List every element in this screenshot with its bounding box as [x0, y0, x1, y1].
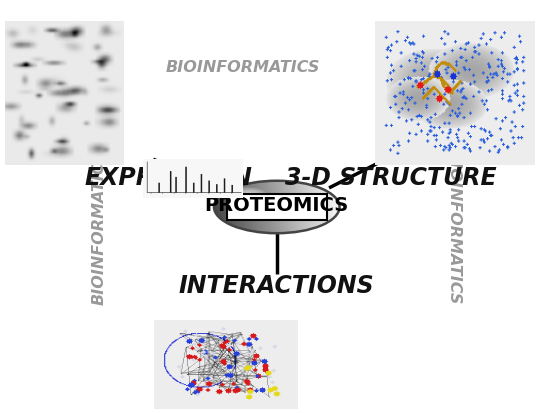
Text: INTERACTIONS: INTERACTIONS: [179, 275, 375, 299]
Text: BIOINFORMATICS: BIOINFORMATICS: [91, 150, 106, 305]
Text: EXPRESSION: EXPRESSION: [84, 166, 252, 190]
Text: 3-D STRUCTURE: 3-D STRUCTURE: [285, 166, 497, 190]
Text: BIOINFORMATICS: BIOINFORMATICS: [447, 150, 462, 305]
FancyBboxPatch shape: [227, 194, 327, 220]
Text: BIOINFORMATICS: BIOINFORMATICS: [166, 59, 320, 75]
Text: PROTEOMICS: PROTEOMICS: [205, 196, 349, 215]
